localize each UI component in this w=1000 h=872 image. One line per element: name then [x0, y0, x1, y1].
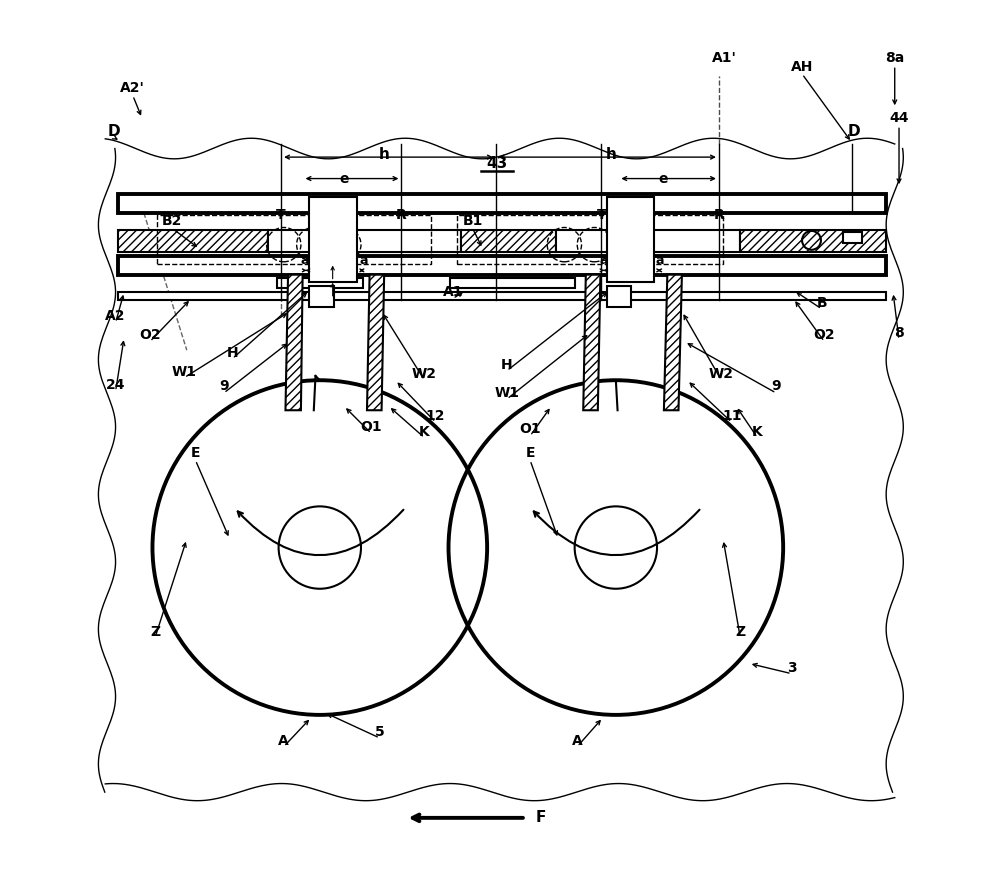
Text: 9: 9 [219, 379, 229, 393]
Text: T: T [596, 208, 606, 221]
Text: O1: O1 [360, 420, 382, 434]
Text: B2: B2 [162, 215, 182, 228]
Bar [740, 230, 886, 251]
Text: B: B [816, 296, 827, 310]
Text: 43: 43 [487, 155, 508, 171]
Text: K: K [752, 425, 763, 439]
Text: e: e [658, 172, 668, 186]
Bar [457, 215, 723, 264]
Text: W2: W2 [709, 367, 734, 381]
Text: a: a [301, 255, 309, 268]
Polygon shape [285, 275, 303, 410]
Text: 11: 11 [722, 409, 741, 423]
Bar [118, 255, 886, 275]
Text: E: E [525, 446, 535, 460]
Bar [309, 286, 334, 307]
Text: 8a: 8a [885, 51, 904, 65]
Text: Z: Z [150, 624, 160, 638]
Text: 9: 9 [771, 379, 781, 393]
Text: 8: 8 [894, 326, 904, 340]
Text: A2: A2 [105, 309, 126, 323]
Text: O1: O1 [519, 422, 541, 436]
Polygon shape [367, 275, 384, 410]
Text: h: h [379, 147, 390, 162]
Text: E: E [191, 446, 200, 460]
Text: e: e [339, 172, 349, 186]
Bar [843, 232, 862, 243]
Text: a: a [359, 255, 368, 268]
Bar [118, 292, 886, 301]
Bar [277, 278, 363, 289]
Polygon shape [583, 275, 600, 410]
Text: D: D [108, 124, 120, 139]
Bar [556, 230, 740, 251]
Bar [118, 194, 886, 213]
Text: O2: O2 [814, 328, 835, 342]
Text: R: R [713, 208, 724, 221]
Text: D: D [847, 124, 860, 139]
Bar [118, 230, 268, 251]
Bar [118, 230, 268, 251]
Bar [157, 215, 431, 264]
Bar [607, 197, 654, 282]
Bar [461, 230, 556, 251]
Text: A2': A2' [120, 81, 145, 95]
Text: 44: 44 [889, 112, 909, 126]
Text: Z: Z [735, 624, 745, 638]
Text: R: R [396, 208, 407, 221]
Text: H: H [226, 346, 238, 360]
Text: a: a [600, 255, 608, 268]
Bar [450, 278, 575, 289]
Text: h: h [606, 147, 617, 162]
Text: K: K [419, 425, 430, 439]
Bar [309, 197, 357, 282]
Text: A: A [572, 733, 583, 747]
Text: B1: B1 [462, 215, 483, 228]
Text: T: T [276, 208, 286, 221]
Bar [268, 230, 461, 251]
Text: 24: 24 [106, 378, 125, 392]
Text: H: H [501, 358, 513, 371]
Bar [461, 230, 556, 251]
Text: O2: O2 [139, 328, 161, 342]
Text: 12: 12 [426, 409, 445, 423]
Text: 5: 5 [375, 725, 385, 739]
Text: A: A [278, 733, 289, 747]
Bar [740, 230, 886, 251]
Text: W1: W1 [172, 364, 197, 378]
Text: 3: 3 [787, 661, 797, 675]
Text: W1: W1 [494, 386, 519, 400]
Text: A1: A1 [443, 285, 463, 299]
Polygon shape [664, 275, 682, 410]
Text: AH: AH [791, 60, 813, 74]
Bar [607, 286, 631, 307]
Text: A1': A1' [712, 51, 737, 65]
Text: F: F [536, 810, 546, 826]
Text: W2: W2 [412, 367, 437, 381]
Text: a: a [655, 255, 664, 268]
